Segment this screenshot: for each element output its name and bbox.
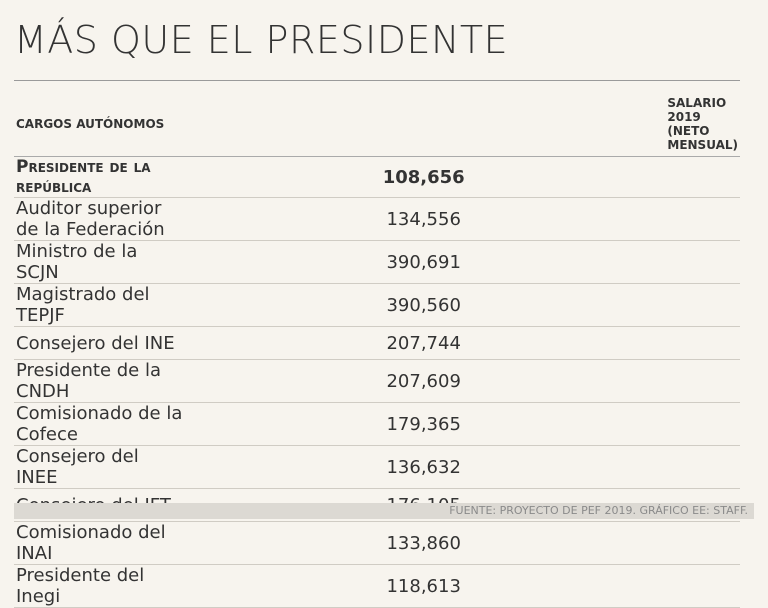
salary-cell: 179,365: [185, 402, 740, 446]
source: FUENTE: PROYECTO DE PEF 2019. GRÁFICO EE…: [14, 503, 754, 519]
table-row: Presidente de la CNDH 207,609: [14, 359, 740, 403]
position-cell: Presidente de la CNDH: [14, 359, 186, 403]
position-cell: Comisionado del INAI: [14, 521, 186, 565]
position-cell: Magistrado del TEPJF: [14, 283, 186, 327]
salary-cell: 390,691: [185, 240, 740, 284]
position-cell: Consejero del INE: [14, 326, 186, 360]
position-cell: Auditor superior de la Federación: [14, 197, 186, 241]
table-row: Comisionado del INAI 133,860: [14, 521, 740, 565]
position-cell: Presidente del Inegi: [14, 564, 186, 608]
salary-cell: 133,860: [185, 521, 740, 565]
position-cell: Comisionado de la Cofece: [14, 402, 186, 446]
position-cell: Ministro de la SCJN: [14, 240, 186, 284]
header-cell: CARGOS AUTÓNOMOS: [14, 90, 186, 157]
salary-cell: 108,656: [185, 156, 740, 198]
salary-cell: 390,560: [185, 283, 740, 327]
table-row: Auditor superior de la Federación 134,556: [14, 197, 740, 241]
position-cell: Consejero del INEE: [14, 445, 186, 489]
table-row: Presidente de la república 108,656: [14, 156, 740, 198]
salary-cell: 207,744: [185, 326, 740, 360]
page: {"title": "MÁS QUE EL PRESIDENTE", "tabl…: [14, 18, 754, 608]
salary-cell: 136,632: [185, 445, 740, 489]
title: MÁS QUE EL PRESIDENTE: [14, 18, 509, 62]
title-rule: [14, 80, 740, 81]
table-row: Presidente del Inegi 118,613: [14, 564, 740, 608]
salary-cell: 118,613: [185, 564, 740, 608]
salary-cell: 207,609: [185, 359, 740, 403]
salary-table: CARGOS AUTÓNOMOS SALARIO 2019 (NETO MENS…: [14, 90, 740, 608]
table-row: Ministro de la SCJN 390,691: [14, 240, 740, 284]
table-row: Consejero del INEE 136,632: [14, 445, 740, 489]
table-body: Presidente de la república 108,656 Auditor…: [14, 156, 740, 608]
header-cell: SALARIO 2019 (NETO MENSUAL): [185, 90, 740, 157]
table-row: Comisionado de la Cofece 179,365: [14, 402, 740, 446]
table-row: Magistrado del TEPJF 390,560: [14, 283, 740, 327]
header-row: CARGOS AUTÓNOMOS SALARIO 2019 (NETO MENS…: [14, 90, 740, 157]
table-row: Consejero del INE 207,744: [14, 326, 740, 360]
position-cell: Presidente de la república: [14, 156, 186, 198]
salary-cell: 134,556: [185, 197, 740, 241]
